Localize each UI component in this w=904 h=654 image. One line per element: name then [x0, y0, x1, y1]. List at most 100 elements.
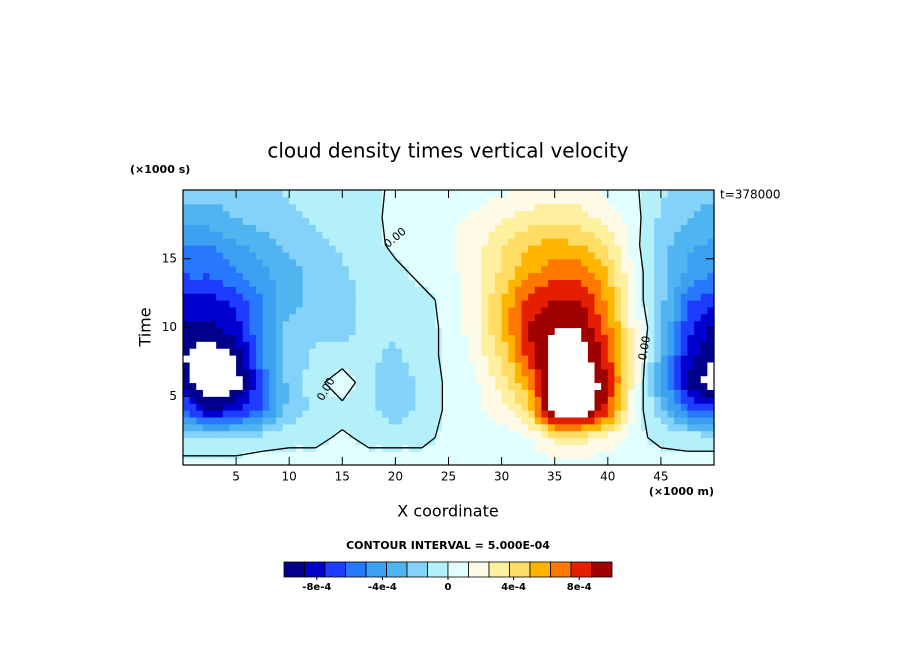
field-cell — [614, 190, 622, 198]
field-cell — [262, 320, 270, 329]
field-cell — [674, 293, 682, 301]
field-cell — [348, 251, 357, 260]
field-cell — [680, 196, 689, 205]
field-cell — [455, 458, 463, 466]
field-cell — [236, 196, 244, 205]
field-cell — [295, 300, 304, 308]
field-cell — [634, 245, 642, 253]
field-cell — [468, 196, 476, 205]
field-cell — [640, 368, 649, 377]
field-cell — [428, 389, 436, 397]
field-cell — [421, 279, 430, 287]
field-cell — [508, 265, 516, 274]
field-cell — [574, 306, 582, 315]
field-cell — [229, 430, 237, 439]
field-cell — [329, 458, 337, 466]
field-cell — [196, 245, 204, 253]
field-cell — [521, 272, 529, 280]
field-cell — [209, 348, 217, 356]
field-cell — [335, 224, 343, 232]
field-cell — [388, 231, 396, 239]
field-cell — [282, 410, 290, 418]
field-cell — [269, 451, 277, 459]
field-cell — [607, 258, 616, 267]
field-cell — [614, 224, 622, 232]
field-cell — [448, 451, 456, 459]
field-cell — [455, 279, 463, 287]
field-cell — [382, 196, 390, 205]
field-cell — [375, 355, 383, 363]
field-cell — [368, 245, 377, 253]
field-cell — [667, 368, 675, 377]
field-cell — [521, 300, 529, 308]
field-cell — [368, 313, 377, 322]
field-cell — [707, 251, 715, 260]
field-cell — [262, 293, 270, 301]
field-cell — [687, 279, 695, 287]
field-cell — [249, 361, 257, 370]
field-cell — [521, 224, 529, 232]
field-cell — [508, 396, 516, 404]
field-cell — [601, 382, 609, 390]
field-cell — [209, 238, 217, 246]
field-cell — [236, 341, 244, 349]
field-cell — [528, 382, 536, 390]
field-cell — [196, 286, 204, 294]
field-cell — [375, 313, 383, 322]
field-cell — [435, 416, 443, 425]
field-cell — [183, 245, 191, 253]
field-cell — [428, 231, 436, 239]
field-cell — [634, 375, 642, 384]
field-cell — [355, 375, 363, 384]
field-cell — [700, 341, 708, 349]
field-cell — [548, 403, 556, 411]
field-cell — [488, 190, 496, 198]
field-cell — [315, 224, 323, 232]
field-cell — [275, 190, 284, 198]
x-tick-label: 25 — [441, 470, 456, 484]
field-cell — [282, 300, 290, 308]
field-cell — [256, 334, 264, 342]
colorbar-box — [304, 561, 326, 578]
field-cell — [581, 293, 589, 301]
field-cell — [395, 293, 403, 301]
field-cell — [707, 320, 715, 329]
field-cell — [435, 382, 443, 390]
field-cell — [488, 451, 496, 459]
field-cell — [309, 375, 317, 384]
field-cell — [289, 293, 297, 301]
field-cell — [335, 389, 343, 397]
field-cell — [514, 293, 523, 301]
field-cell — [581, 451, 589, 459]
field-cell — [329, 334, 337, 342]
field-cell — [680, 327, 689, 335]
field-cell — [694, 190, 702, 198]
field-cell — [309, 286, 317, 294]
field-cell — [621, 458, 629, 466]
field-cell — [674, 190, 682, 198]
field-cell — [567, 396, 576, 404]
field-cell — [236, 458, 244, 466]
field-cell — [601, 238, 609, 246]
field-cell — [428, 306, 436, 315]
field-cell — [355, 348, 363, 356]
field-cell — [581, 245, 589, 253]
field-cell — [634, 437, 642, 445]
zero-contour — [660, 447, 688, 452]
field-cell — [601, 231, 609, 239]
field-cell — [607, 361, 616, 370]
field-cell — [647, 306, 655, 315]
field-cell — [640, 251, 649, 260]
field-cell — [707, 382, 715, 390]
field-cell — [249, 437, 257, 445]
field-cell — [242, 361, 250, 370]
field-cell — [428, 251, 436, 260]
field-cell — [289, 334, 297, 342]
field-cell — [355, 396, 363, 404]
field-cell — [309, 224, 317, 232]
field-cell — [561, 382, 569, 390]
field-cell — [640, 389, 649, 397]
field-cell — [654, 265, 662, 274]
colorbar-box — [529, 561, 551, 578]
